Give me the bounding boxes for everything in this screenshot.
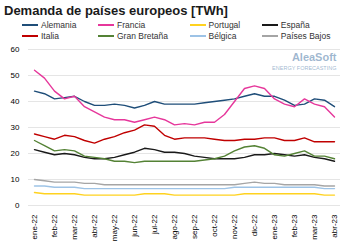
svg-text:ene-23: ene-23 (270, 214, 279, 239)
html-text:Países Bajos: Países Bajos (280, 31, 331, 41)
html-text:Italia: Italia (41, 31, 59, 41)
svg-text:oct-22: oct-22 (210, 214, 219, 237)
svg-text:feb-22: feb-22 (50, 214, 59, 237)
svg-text:nov-22: nov-22 (230, 214, 239, 239)
svg-text:abr-23: abr-23 (330, 214, 339, 238)
svg-text:dic-22: dic-22 (250, 214, 259, 236)
html-text:Gran Bretaña: Gran Bretaña (117, 31, 168, 41)
html-text:Bélgica: Bélgica (208, 31, 237, 41)
svg-text:mar-22: mar-22 (70, 214, 79, 240)
svg-text:50: 50 (11, 71, 20, 80)
html-text:Alemania: Alemania (41, 20, 77, 30)
svg-text:30: 30 (11, 123, 20, 132)
html-text:España: España (280, 20, 310, 30)
svg-text:mar-23: mar-23 (310, 214, 319, 240)
svg-text:20: 20 (11, 149, 20, 158)
svg-text:10: 10 (11, 175, 20, 184)
html-text:Francia: Francia (117, 20, 146, 30)
svg-text:40: 40 (11, 97, 20, 106)
svg-text:feb-23: feb-23 (290, 214, 299, 237)
html-text:Demanda de países europeos [TW: Demanda de países europeos [TWh] (4, 3, 228, 18)
svg-text:ene-22: ene-22 (30, 214, 39, 239)
svg-text:0: 0 (15, 201, 20, 210)
svg-text:ago-22: ago-22 (170, 214, 179, 239)
html-text:Portugal: Portugal (208, 20, 241, 30)
svg-text:AleaSoft: AleaSoft (292, 51, 337, 63)
svg-text:jun-22: jun-22 (130, 214, 139, 238)
svg-text:may-22: may-22 (110, 214, 119, 241)
svg-text:jul-22: jul-22 (150, 214, 159, 235)
svg-text:sep-22: sep-22 (190, 214, 199, 239)
svg-text:60: 60 (11, 45, 20, 54)
svg-text:ENERGY FORECASTING: ENERGY FORECASTING (272, 65, 336, 71)
svg-text:abr-22: abr-22 (90, 214, 99, 238)
